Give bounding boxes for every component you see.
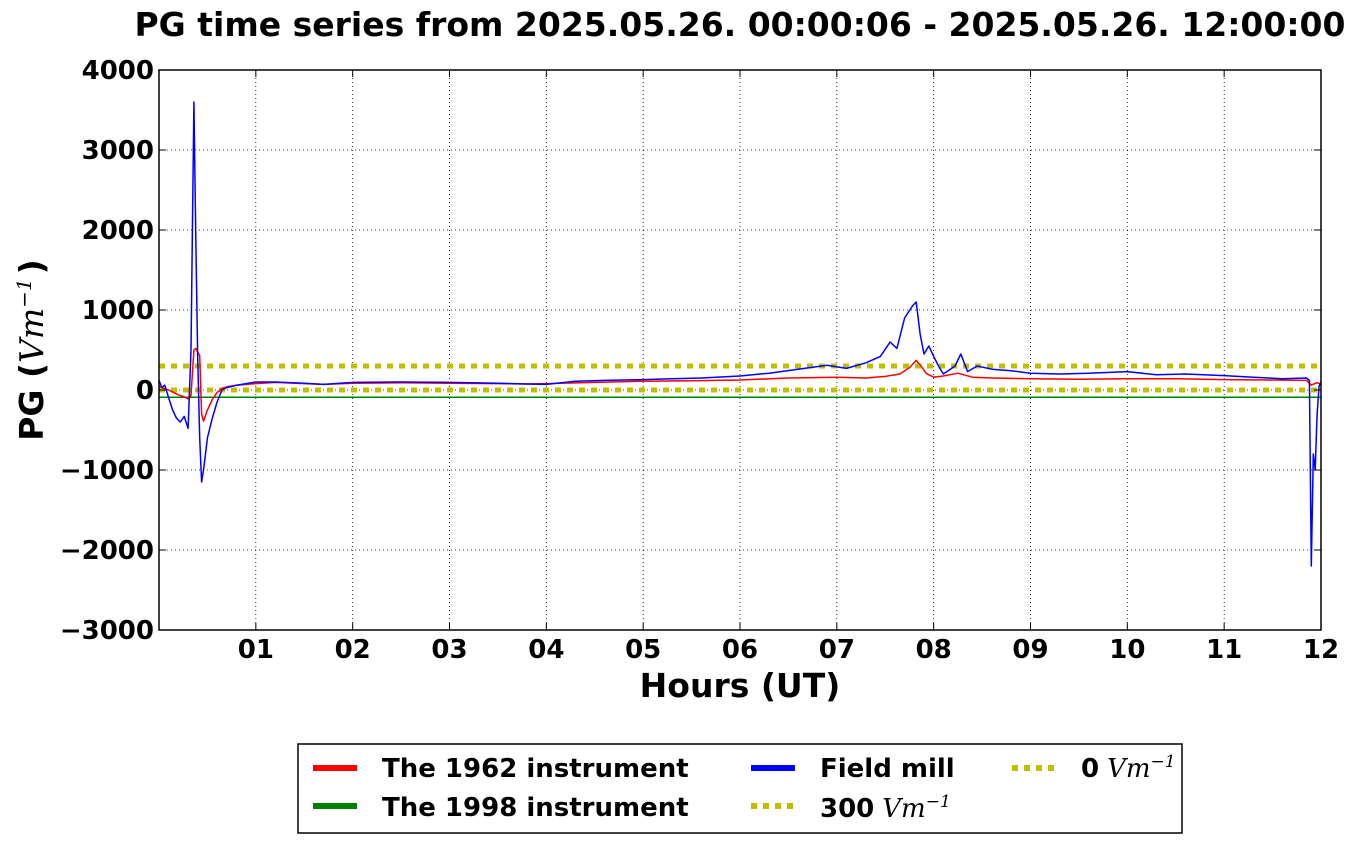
- x-tick-label: 05: [625, 635, 661, 665]
- legend-label-300: 300 Vm−1: [820, 792, 951, 824]
- legend-label-field-mill: Field mill: [820, 754, 955, 784]
- series-line-field-mill: [158, 101, 1322, 567]
- y-axis-label: PG (Vm−1): [12, 259, 51, 441]
- x-tick-labels: 01 02 03 04 05 06 07 08 09 10 11 12: [238, 635, 1339, 665]
- x-tick-label: 11: [1206, 635, 1242, 665]
- y-tick-label: −2000: [60, 536, 154, 566]
- x-tick-label: 03: [431, 635, 467, 665]
- legend-label-300-exponent: −1: [926, 792, 951, 812]
- axis-ticks: [159, 69, 1322, 631]
- y-axis-label-suffix: ): [12, 259, 51, 274]
- x-tick-label: 04: [528, 635, 564, 665]
- legend: The 1962 instrument The 1998 instrument …: [297, 743, 1183, 834]
- legend-label-0-exponent: −1: [1151, 752, 1176, 772]
- y-tick-labels: −3000 −2000 −1000 0 1000 2000 3000 4000: [60, 56, 154, 646]
- chart-title: PG time series from 2025.05.26. 00:00:06…: [135, 5, 1346, 44]
- legend-label-1998: The 1998 instrument: [382, 793, 689, 823]
- x-tick-label: 02: [335, 635, 371, 665]
- legend-label-300-unit: Vm: [882, 794, 925, 824]
- y-tick-label: 2000: [82, 216, 154, 246]
- y-axis-label-unit: Vm: [12, 308, 51, 363]
- y-tick-label: 0: [136, 376, 154, 406]
- legend-label-0: 0 Vm−1: [1081, 752, 1176, 784]
- x-tick-label: 08: [916, 635, 952, 665]
- series-lines: [158, 101, 1322, 567]
- x-tick-label: 12: [1303, 635, 1339, 665]
- y-axis-label-prefix: PG (: [12, 363, 51, 441]
- legend-box: [297, 743, 1183, 834]
- legend-label-1962: The 1962 instrument: [382, 754, 689, 784]
- reference-lines: [159, 363, 1321, 393]
- legend-label-0-value: 0: [1081, 754, 1099, 784]
- x-axis-label: Hours (UT): [640, 666, 841, 705]
- x-tick-label: 01: [238, 635, 274, 665]
- x-tick-label: 07: [819, 635, 855, 665]
- y-tick-label: 4000: [82, 56, 154, 86]
- grid-lines: [159, 69, 1322, 631]
- y-tick-label: −3000: [60, 616, 154, 646]
- x-tick-label: 09: [1012, 635, 1048, 665]
- legend-label-0-unit: Vm: [1107, 754, 1150, 784]
- x-tick-label: 10: [1109, 635, 1145, 665]
- y-tick-label: 1000: [82, 296, 154, 326]
- legend-label-300-value: 300: [820, 794, 874, 824]
- x-tick-label: 06: [722, 635, 758, 665]
- y-axis-label-exponent: −1: [12, 278, 36, 307]
- y-tick-label: −1000: [60, 456, 154, 486]
- y-tick-label: 3000: [82, 136, 154, 166]
